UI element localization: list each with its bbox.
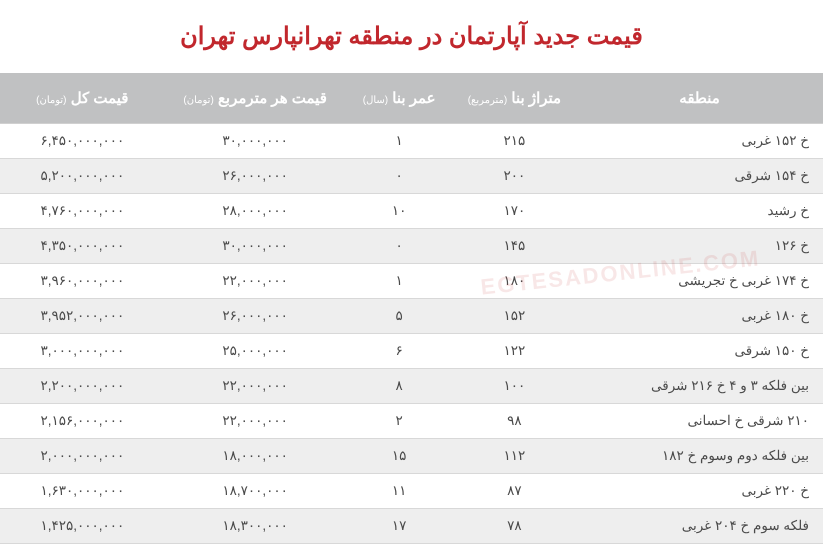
cell: بین فلکه دوم وسوم خ ۱۸۲ — [576, 439, 823, 474]
cell: ۰ — [346, 229, 453, 264]
table-body: خ ۱۵۲ غربی۲۱۵۱۳۰,۰۰۰,۰۰۰۶,۴۵۰,۰۰۰,۰۰۰خ ۱… — [0, 124, 823, 544]
cell: ۶,۴۵۰,۰۰۰,۰۰۰ — [0, 124, 165, 159]
cell: ۲۱۵ — [453, 124, 576, 159]
th-region-label: منطقه — [679, 90, 720, 107]
cell: ۳,۹۶۰,۰۰۰,۰۰۰ — [0, 264, 165, 299]
cell: خ ۱۵۰ شرقی — [576, 334, 823, 369]
th-region: منطقه — [576, 73, 823, 124]
header-row: منطقه متراژ بنا (مترمربع) عمر بنا (سال) … — [0, 73, 823, 124]
cell: ۱ — [346, 264, 453, 299]
cell: ۲۶,۰۰۰,۰۰۰ — [165, 299, 346, 334]
table-row: خ ۱۵۰ شرقی۱۲۲۶۲۵,۰۰۰,۰۰۰۳,۰۰۰,۰۰۰,۰۰۰ — [0, 334, 823, 369]
cell: ۱۱۲ — [453, 439, 576, 474]
cell: ۱,۶۳۰,۰۰۰,۰۰۰ — [0, 474, 165, 509]
cell: ۲۲,۰۰۰,۰۰۰ — [165, 404, 346, 439]
table-row: خ ۱۵۴ شرقی۲۰۰۰۲۶,۰۰۰,۰۰۰۵,۲۰۰,۰۰۰,۰۰۰ — [0, 159, 823, 194]
cell: ۳۰,۰۰۰,۰۰۰ — [165, 124, 346, 159]
cell: ۱۲۲ — [453, 334, 576, 369]
cell: ۶ — [346, 334, 453, 369]
cell: ۱۵۲ — [453, 299, 576, 334]
cell: ۳,۹۵۲,۰۰۰,۰۰۰ — [0, 299, 165, 334]
table-row: بین فلکه دوم وسوم خ ۱۸۲۱۱۲۱۵۱۸,۰۰۰,۰۰۰۲,… — [0, 439, 823, 474]
th-total: قیمت کل (تومان) — [0, 73, 165, 124]
th-ppm: قیمت هر مترمربع (تومان) — [165, 73, 346, 124]
th-area-sub: (مترمربع) — [468, 95, 508, 106]
cell: بین فلکه ۳ و ۴ خ ۲۱۶ شرقی — [576, 369, 823, 404]
cell: خ ۱۵۲ غربی — [576, 124, 823, 159]
table-row: خ ۲۲۰ غربی۸۷۱۱۱۸,۷۰۰,۰۰۰۱,۶۳۰,۰۰۰,۰۰۰ — [0, 474, 823, 509]
th-age-label: عمر بنا — [392, 90, 435, 107]
th-ppm-sub: (تومان) — [183, 95, 213, 106]
cell: ۱۵ — [346, 439, 453, 474]
cell: ۳,۰۰۰,۰۰۰,۰۰۰ — [0, 334, 165, 369]
table-row: خ رشید۱۷۰۱۰۲۸,۰۰۰,۰۰۰۴,۷۶۰,۰۰۰,۰۰۰ — [0, 194, 823, 229]
cell: ۲۲,۰۰۰,۰۰۰ — [165, 369, 346, 404]
cell: ۲۰۰ — [453, 159, 576, 194]
cell: ۰ — [346, 159, 453, 194]
cell: ۵,۲۰۰,۰۰۰,۰۰۰ — [0, 159, 165, 194]
cell: ۱۴۵ — [453, 229, 576, 264]
cell: خ ۱۸۰ غربی — [576, 299, 823, 334]
table-row: فلکه سوم خ ۲۰۴ غربی۷۸۱۷۱۸,۳۰۰,۰۰۰۱,۴۲۵,۰… — [0, 509, 823, 544]
cell: ۲,۲۰۰,۰۰۰,۰۰۰ — [0, 369, 165, 404]
cell: ۲۲,۰۰۰,۰۰۰ — [165, 264, 346, 299]
page-container: قیمت جدید آپارتمان در منطقه تهرانپارس ته… — [0, 0, 823, 544]
cell: فلکه سوم خ ۲۰۴ غربی — [576, 509, 823, 544]
cell: ۲۵,۰۰۰,۰۰۰ — [165, 334, 346, 369]
cell: ۱۸,۷۰۰,۰۰۰ — [165, 474, 346, 509]
cell: ۱۰۰ — [453, 369, 576, 404]
cell: ۱,۴۲۵,۰۰۰,۰۰۰ — [0, 509, 165, 544]
page-title: قیمت جدید آپارتمان در منطقه تهرانپارس ته… — [0, 0, 823, 73]
th-total-sub: (تومان) — [36, 95, 66, 106]
th-ppm-label: قیمت هر مترمربع — [218, 90, 327, 107]
cell: ۲,۰۰۰,۰۰۰,۰۰۰ — [0, 439, 165, 474]
cell: ۲۱۰ شرقی خ احسانی — [576, 404, 823, 439]
cell: ۹۸ — [453, 404, 576, 439]
th-age-sub: (سال) — [363, 95, 388, 106]
cell: ۱۸۰ — [453, 264, 576, 299]
table-row: ۲۱۰ شرقی خ احسانی۹۸۲۲۲,۰۰۰,۰۰۰۲,۱۵۶,۰۰۰,… — [0, 404, 823, 439]
price-table: منطقه متراژ بنا (مترمربع) عمر بنا (سال) … — [0, 73, 823, 544]
cell: ۱۰ — [346, 194, 453, 229]
cell: ۱۸,۰۰۰,۰۰۰ — [165, 439, 346, 474]
table-row: بین فلکه ۳ و ۴ خ ۲۱۶ شرقی۱۰۰۸۲۲,۰۰۰,۰۰۰۲… — [0, 369, 823, 404]
table-row: خ ۱۲۶۱۴۵۰۳۰,۰۰۰,۰۰۰۴,۳۵۰,۰۰۰,۰۰۰ — [0, 229, 823, 264]
cell: خ ۱۵۴ شرقی — [576, 159, 823, 194]
cell: ۱۸,۳۰۰,۰۰۰ — [165, 509, 346, 544]
cell: ۵ — [346, 299, 453, 334]
cell: خ ۱۷۴ غربی خ تجریشی — [576, 264, 823, 299]
cell: خ رشید — [576, 194, 823, 229]
cell: ۲,۱۵۶,۰۰۰,۰۰۰ — [0, 404, 165, 439]
cell: ۱۷۰ — [453, 194, 576, 229]
cell: ۱۱ — [346, 474, 453, 509]
table-row: خ ۱۸۰ غربی۱۵۲۵۲۶,۰۰۰,۰۰۰۳,۹۵۲,۰۰۰,۰۰۰ — [0, 299, 823, 334]
cell: ۸۷ — [453, 474, 576, 509]
cell: خ ۱۲۶ — [576, 229, 823, 264]
cell: خ ۲۲۰ غربی — [576, 474, 823, 509]
cell: ۸ — [346, 369, 453, 404]
cell: ۳۰,۰۰۰,۰۰۰ — [165, 229, 346, 264]
th-area-label: متراژ بنا — [511, 90, 561, 107]
cell: ۲۶,۰۰۰,۰۰۰ — [165, 159, 346, 194]
cell: ۴,۷۶۰,۰۰۰,۰۰۰ — [0, 194, 165, 229]
cell: ۱ — [346, 124, 453, 159]
cell: ۴,۳۵۰,۰۰۰,۰۰۰ — [0, 229, 165, 264]
cell: ۱۷ — [346, 509, 453, 544]
th-total-label: قیمت کل — [71, 90, 129, 107]
cell: ۷۸ — [453, 509, 576, 544]
cell: ۲۸,۰۰۰,۰۰۰ — [165, 194, 346, 229]
table-row: خ ۱۵۲ غربی۲۱۵۱۳۰,۰۰۰,۰۰۰۶,۴۵۰,۰۰۰,۰۰۰ — [0, 124, 823, 159]
table-row: خ ۱۷۴ غربی خ تجریشی۱۸۰۱۲۲,۰۰۰,۰۰۰۳,۹۶۰,۰… — [0, 264, 823, 299]
th-age: عمر بنا (سال) — [346, 73, 453, 124]
th-area: متراژ بنا (مترمربع) — [453, 73, 576, 124]
cell: ۲ — [346, 404, 453, 439]
